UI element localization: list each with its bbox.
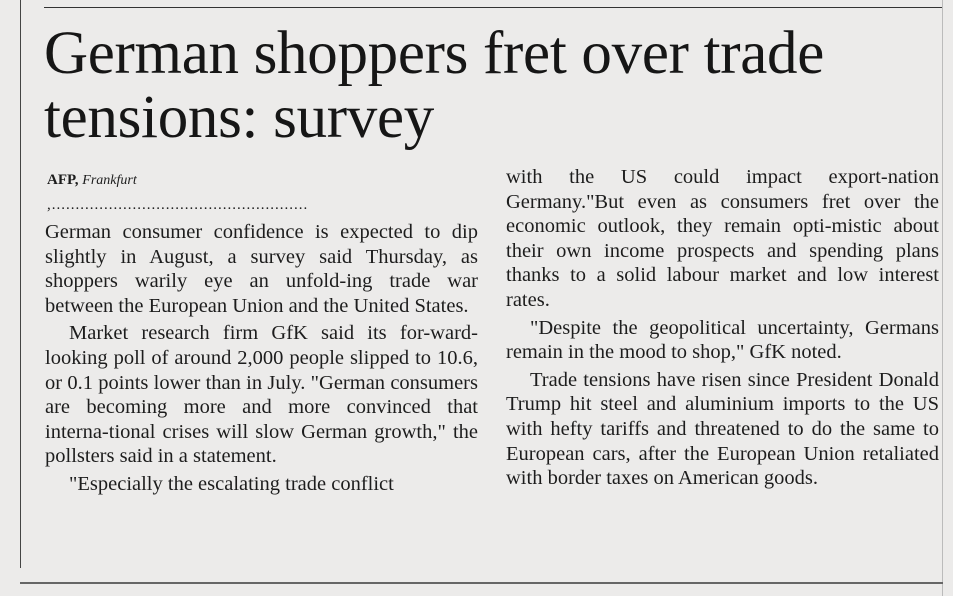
paragraph: "Especially the escalating trade conflic…	[69, 472, 394, 495]
article-column-1: German consumer confidence is expected t…	[45, 220, 478, 497]
paragraph: German consumer confidence is expected t…	[45, 221, 478, 317]
top-rule	[44, 7, 943, 8]
page-edge	[942, 0, 943, 596]
paragraph: "Despite the geopolitical uncertainty, G…	[506, 316, 939, 364]
dotted-separator: ,.......................................…	[47, 198, 309, 212]
paragraph: Trade tensions have risen since Presiden…	[506, 368, 939, 490]
byline-source: AFP,	[47, 172, 79, 188]
bottom-rule	[20, 582, 943, 584]
paragraph: with the US could impact export-nation G…	[506, 166, 939, 311]
column-rule-left	[20, 0, 21, 568]
paragraph: Market research firm GfK said its for-wa…	[45, 322, 478, 468]
article-headline: German shoppers fret over trade tensions…	[44, 20, 824, 151]
byline: AFP, Frankfurt	[47, 172, 137, 189]
article-column-2: with the US could impact export-nation G…	[506, 165, 939, 491]
byline-location: Frankfurt	[82, 173, 137, 188]
